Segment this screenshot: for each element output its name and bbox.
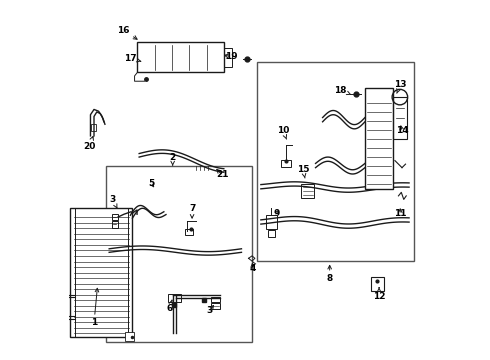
Text: 12: 12 <box>373 288 385 301</box>
Bar <box>301 184 314 198</box>
Text: 18: 18 <box>334 86 351 95</box>
Bar <box>91 123 96 131</box>
Text: 10: 10 <box>277 126 289 139</box>
Text: 20: 20 <box>83 136 95 151</box>
Bar <box>224 48 232 67</box>
Text: 6: 6 <box>166 300 172 313</box>
Bar <box>185 229 193 235</box>
Text: 17: 17 <box>124 54 141 63</box>
Bar <box>212 303 220 309</box>
Bar <box>393 97 407 139</box>
Bar <box>266 215 277 229</box>
Text: 8: 8 <box>326 265 333 283</box>
Text: 15: 15 <box>297 165 310 178</box>
Text: 21: 21 <box>216 170 228 179</box>
Bar <box>106 166 252 342</box>
Text: 2: 2 <box>170 153 176 166</box>
Text: 3: 3 <box>207 306 214 315</box>
Bar <box>257 62 415 261</box>
Bar <box>169 294 181 302</box>
Text: 5: 5 <box>148 179 155 188</box>
Bar <box>212 297 220 302</box>
Text: 14: 14 <box>396 126 408 135</box>
Text: 1: 1 <box>91 288 99 327</box>
Text: 4: 4 <box>249 264 256 273</box>
Text: 19: 19 <box>224 52 237 61</box>
Bar <box>365 88 393 189</box>
Bar <box>281 160 291 167</box>
Bar <box>71 208 132 337</box>
Bar <box>125 332 134 341</box>
Text: 7: 7 <box>189 204 196 218</box>
Text: 11: 11 <box>394 209 407 218</box>
Text: 9: 9 <box>273 209 280 218</box>
Bar <box>112 213 118 220</box>
Bar <box>268 230 275 237</box>
Bar <box>137 42 224 72</box>
Text: 16: 16 <box>117 26 137 39</box>
Bar <box>112 221 118 228</box>
Bar <box>371 277 384 291</box>
Text: 13: 13 <box>394 80 407 93</box>
Text: 3: 3 <box>110 195 117 208</box>
